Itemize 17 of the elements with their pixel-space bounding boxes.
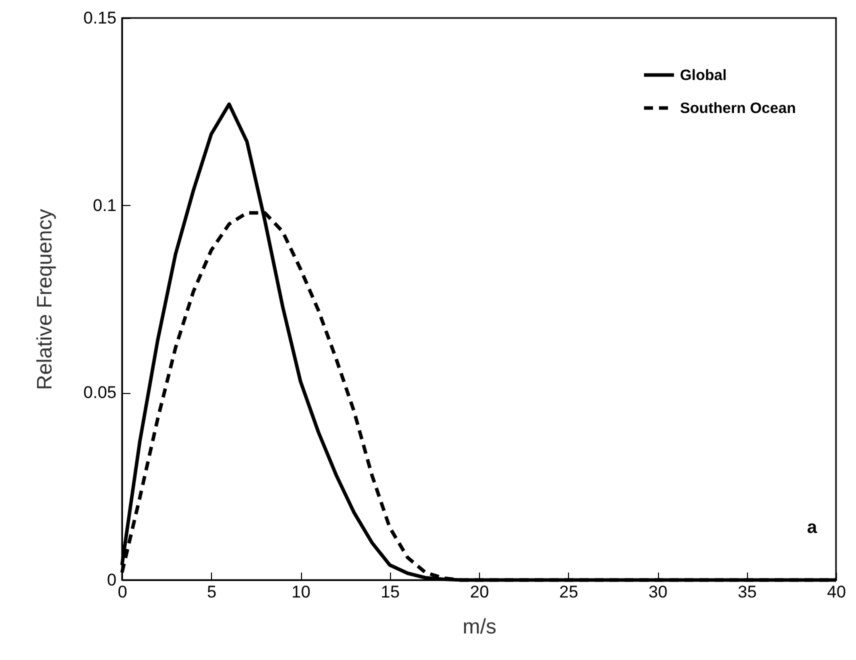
legend-label: Global	[680, 67, 727, 84]
y-tick-label: 0.15	[83, 8, 116, 28]
x-tick-label: 35	[738, 582, 757, 602]
x-tick-label: 40	[827, 582, 846, 602]
x-tick-label: 15	[380, 582, 400, 602]
x-tick-label: 30	[648, 582, 668, 602]
x-tick-label: 5	[207, 582, 216, 602]
y-tick-label: 0.05	[83, 383, 116, 402]
annotation: a	[806, 517, 818, 537]
legend-label: Southern Ocean	[680, 100, 796, 117]
x-tick-label: 20	[470, 582, 489, 602]
x-tick-label: 25	[559, 582, 578, 602]
y-axis-title: Relative Frequency	[33, 208, 56, 390]
x-tick-label: 10	[292, 582, 310, 602]
x-axis-title: m/s	[462, 616, 496, 638]
y-tick-label: 0.1	[92, 196, 116, 215]
y-tick-label: 0	[107, 570, 116, 590]
